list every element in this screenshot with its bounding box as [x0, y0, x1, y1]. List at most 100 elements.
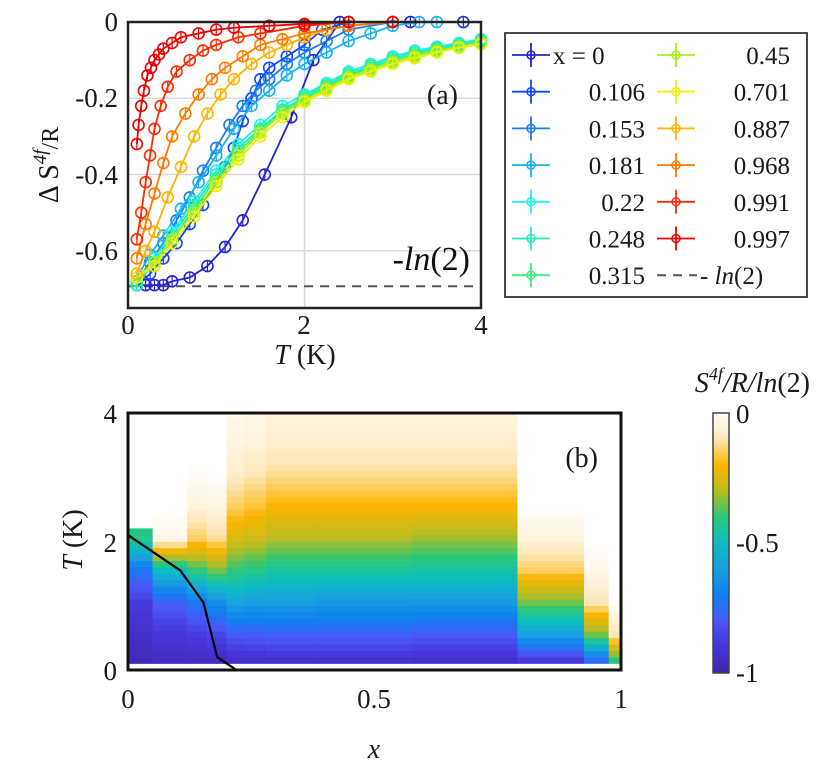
heatmap-cell: [517, 573, 585, 581]
heatmap-cell: [206, 521, 227, 529]
heatmap-cell: [128, 618, 153, 626]
heatmap-cell: [128, 631, 153, 639]
heatmap-cell: [187, 496, 208, 504]
heatmap-cell: [411, 419, 518, 427]
legend-box: [504, 32, 808, 298]
heatmap-cell: [226, 592, 245, 600]
heatmap-cell: [128, 592, 153, 600]
data-point: [201, 107, 214, 120]
heatmap-cell: [517, 592, 585, 600]
heatmap-cell: [226, 425, 245, 433]
data-point: [139, 175, 152, 189]
heatmap-cell: [517, 631, 585, 639]
heatmap-cell: [315, 496, 412, 504]
heatmap-cell: [517, 509, 585, 517]
heatmap-cell: [315, 611, 412, 619]
heatmap-cell: [243, 618, 267, 626]
heatmap-cell: [206, 566, 227, 574]
heatmap-cell: [226, 457, 245, 465]
heatmap-cell: [411, 464, 518, 472]
legend-marker: [526, 233, 536, 244]
heatmap-cell: [517, 412, 585, 420]
data-point: [245, 57, 258, 71]
heatmap-cell: [411, 444, 518, 452]
data-point: [157, 156, 170, 170]
heatmap-cell: [266, 509, 316, 517]
heatmap-cell: [206, 470, 227, 478]
heatmap-cell: [187, 605, 208, 613]
legend-label: 0.887: [734, 116, 790, 143]
data-point: [218, 61, 232, 75]
heatmap-cell: [608, 541, 622, 549]
data-point: [298, 95, 311, 109]
heatmap-cell: [226, 438, 245, 446]
heatmap-cell: [608, 483, 622, 491]
heatmap-cell: [152, 489, 188, 497]
data-point: [408, 51, 422, 65]
heatmap-cell: [226, 618, 245, 626]
heatmap-cell: [187, 618, 208, 626]
series-line: [135, 21, 393, 240]
heatmap-cell: [243, 534, 267, 542]
heatmap-cell: [517, 624, 585, 632]
heatmap-cell: [315, 528, 412, 536]
heatmap-cell: [315, 502, 412, 510]
legend-entry: 0.968: [657, 153, 790, 180]
heatmap-cell: [187, 644, 208, 652]
heatmap-cell: [226, 509, 245, 517]
heatmap-column: [128, 528, 153, 664]
data-point: [154, 99, 167, 113]
heatmap-cell: [226, 496, 245, 504]
heatmap-cell: [152, 534, 188, 542]
heatmap-cell: [187, 560, 208, 568]
heatmap-cell: [411, 431, 518, 439]
heatmap-cell: [226, 431, 245, 439]
heatmap-cell: [411, 470, 518, 478]
heatmap-cell: [152, 425, 188, 433]
legend-label: 0.22: [601, 190, 645, 217]
heatmap-cell: [411, 566, 518, 574]
heatmap-cell: [608, 547, 622, 555]
data-point: [254, 130, 267, 143]
data-point: [298, 57, 311, 71]
heatmap-cell: [206, 592, 227, 600]
data-point: [320, 84, 333, 97]
legend-label: 0.106: [589, 80, 645, 107]
heatmap-cell: [517, 534, 585, 542]
panel-a-ylabel: Δ S4f/R: [30, 127, 65, 204]
heatmap-cell: [315, 579, 412, 587]
data-point: [364, 65, 377, 78]
heatmap-column: [243, 412, 267, 664]
heatmap-cell: [315, 438, 412, 446]
legend-label: 0.153: [589, 116, 645, 143]
data-point: [148, 225, 161, 239]
heatmap-cell: [411, 637, 518, 645]
heatmap-cell: [584, 547, 609, 555]
data-point: [342, 34, 355, 48]
heatmap-cell: [608, 431, 622, 439]
data-point: [452, 41, 466, 55]
legend-marker: [526, 123, 536, 134]
heatmap-cell: [128, 637, 153, 645]
heatmap-cell: [517, 547, 585, 555]
heatmap-cell: [411, 451, 518, 459]
heatmap-cell: [411, 521, 518, 529]
colorbar-tick: 0: [736, 399, 750, 429]
heatmap-cell: [517, 502, 585, 510]
data-point: [214, 88, 227, 101]
heatmap-cell: [266, 470, 316, 478]
heatmap-cell: [128, 554, 153, 562]
heatmap-cell: [584, 586, 609, 594]
panel-a-ytick: -0.2: [75, 83, 118, 113]
data-point: [262, 46, 276, 59]
heatmap-cell: [152, 631, 188, 639]
heatmap-cell: [128, 656, 153, 664]
legend-entry-ln2: - ln(2): [657, 263, 763, 290]
phase-boundary-line: [127, 534, 238, 671]
heatmap-cell: [206, 611, 227, 619]
heatmap-cell: [608, 624, 622, 632]
heatmap-cell: [517, 566, 585, 574]
heatmap-cell: [187, 521, 208, 529]
heatmap-cell: [411, 476, 518, 484]
